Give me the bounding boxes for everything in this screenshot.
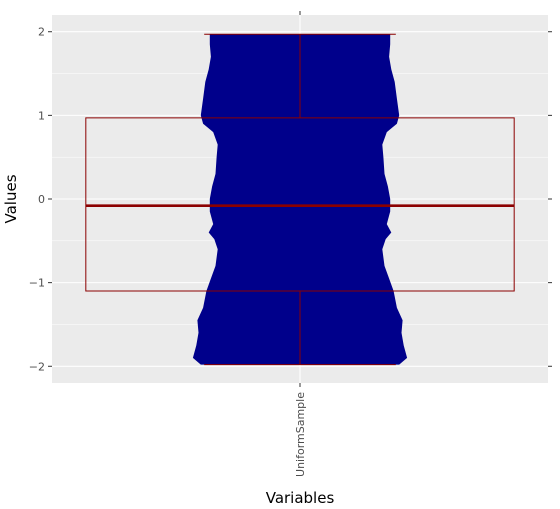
x-axis-ticks: UniformSample — [294, 11, 307, 477]
y-tick-label: −1 — [29, 277, 45, 290]
y-tick-label: 2 — [38, 26, 45, 39]
boxplot-uniformsample — [85, 33, 515, 366]
x-axis-title: Variables — [266, 489, 335, 507]
y-axis-title: Values — [2, 174, 20, 223]
violin-uniformsample — [192, 34, 408, 365]
y-tick-label: 1 — [38, 109, 45, 122]
x-tick-label: UniformSample — [294, 392, 307, 477]
y-tick-label: 0 — [38, 193, 45, 206]
y-tick-label: −2 — [29, 360, 45, 373]
y-axis-ticks: −2 −1 0 1 2 — [29, 26, 552, 373]
